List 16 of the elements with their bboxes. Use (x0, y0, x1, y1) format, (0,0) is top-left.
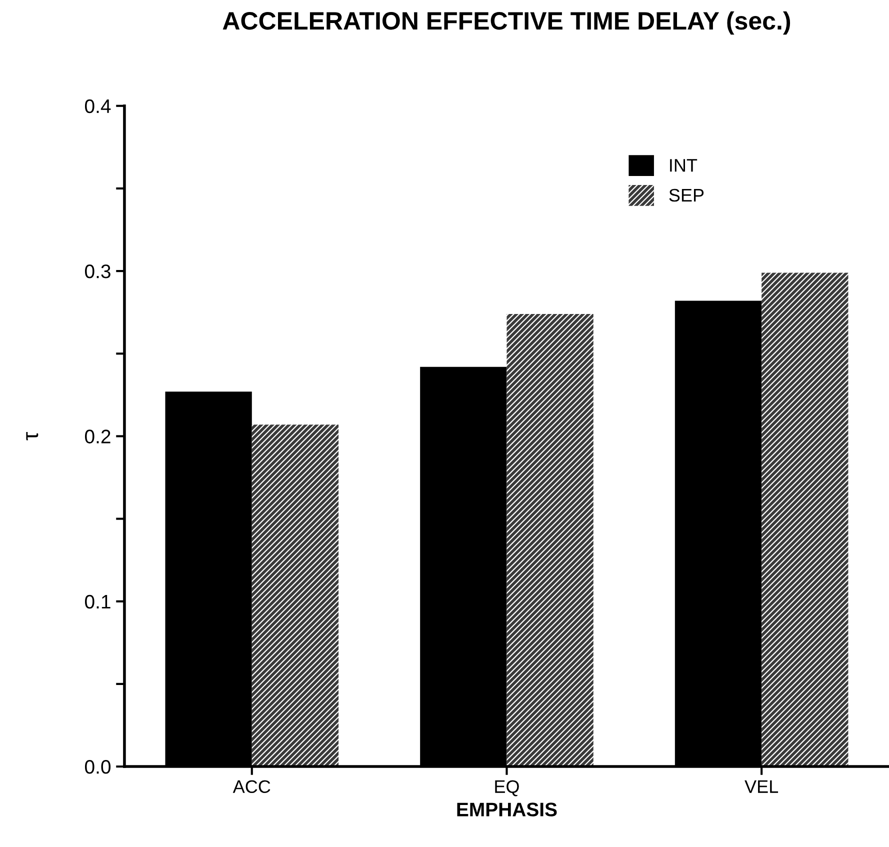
y-tick-label: 0.1 (84, 594, 110, 609)
legend-label: SEP (669, 188, 704, 202)
x-axis-title: EMPHASIS (457, 802, 557, 816)
y-tick-label: 0.3 (84, 264, 110, 278)
bar (252, 424, 339, 767)
bar (762, 272, 848, 767)
y-tick-label: 0.0 (84, 760, 111, 774)
bar (506, 314, 594, 767)
x-tick-label: ACC (232, 780, 270, 793)
x-tick-label: VEL (744, 780, 778, 793)
chart-title: ACCELERATION EFFECTIVE TIME DELAY (sec.) (222, 11, 790, 35)
x-tick-label: EQ (495, 780, 519, 796)
legend-label: INT (670, 159, 698, 172)
y-tick-label: 0.4 (84, 99, 111, 114)
y-axis-title: τ (26, 432, 38, 440)
y-tick-label: 0.2 (84, 430, 110, 444)
